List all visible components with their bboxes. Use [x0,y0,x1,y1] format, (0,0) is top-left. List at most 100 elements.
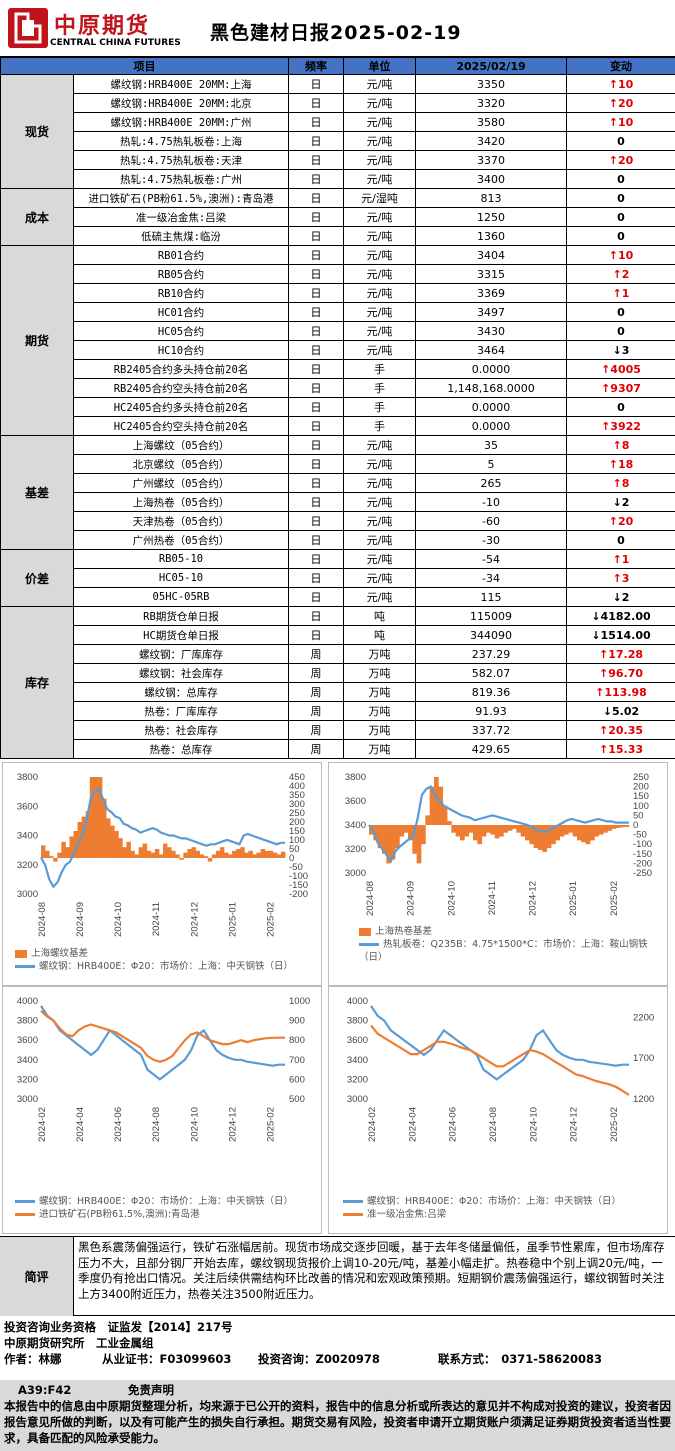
legend-item: 热轧板卷：Q235B：4.75*1500*C：市场价：上海：鞍山钢铁（日） [359,938,659,964]
change-value: 20.35 [608,723,643,737]
chart-bar [191,847,196,858]
value-cell: 3315 [415,264,567,284]
chart-bar [268,850,274,858]
table-row: 热轧:4.75热轧板卷:天津日元/吨 3370 ↑20 [1,150,675,170]
left-tick-label: 3000 [345,868,366,879]
value-cell: 3404 [415,245,567,265]
chart-bar [468,825,474,833]
change-value: 10 [617,77,634,91]
freq-cell: 日 [288,492,344,512]
value-cell: 3370 [415,150,567,170]
change-cell: 0 [566,226,675,246]
chart-series-line [40,1005,285,1081]
chart-rebar-basis: 3800 3600 3400 3200 3000 45040035030025020015… [17,772,308,937]
item-cell: 上海螺纹（05合约） [73,435,289,455]
freq-cell: 日 [288,112,344,132]
category-cell: 基差 [0,435,74,550]
unit-cell: 手 [343,378,416,398]
x-tick-label: 2025-01 [568,881,579,916]
chart-bar [126,841,131,858]
right-tick-label: -250 [633,868,652,879]
chart-bar [442,805,448,825]
arrow-up-icon: ↑ [608,248,618,262]
item-cell: 热卷：厂库库存 [73,701,289,721]
chart-bar [171,850,176,858]
freq-cell: 日 [288,93,344,113]
chart-bar [154,849,160,858]
change-value: 96.70 [608,666,643,680]
chart-bar [183,852,188,858]
change-value: 2 [621,590,630,604]
table-row: 价差 RB05-10 日元/吨 -54 ↑1 [0,549,675,607]
value-cell: -60 [415,511,567,531]
item-cell: 热轧:4.75热轧板卷:广州 [73,169,289,189]
value-cell: 265 [415,473,567,493]
left-tick-label: 3000 [347,1094,368,1105]
left-tick-label: 3200 [345,844,366,855]
arrow-up-icon: ↑ [601,362,611,376]
chart-series-line [40,786,285,889]
freq-cell: 日 [288,226,344,246]
value-cell: 0.0000 [415,416,567,436]
value-cell: 429.65 [415,739,567,759]
unit-cell: 元/吨 [343,321,416,341]
unit-cell: 手 [343,397,416,417]
freq-cell: 日 [288,150,344,170]
chart-bar [408,825,413,841]
chart-bar [520,825,526,837]
arrow-up-icon: ↑ [601,419,611,433]
change-value: 20 [617,153,634,167]
left-tick-label: 3800 [17,772,38,783]
chart-bar [611,825,617,829]
x-tick-label: 2024-06 [113,1107,124,1142]
freq-cell: 日 [288,283,344,303]
table-row: RB2405合约多头持仓前20名日手 0.0000 ↑4005 [1,359,675,379]
change-cell: ↓5.02 [566,701,675,721]
change-value: 4005 [610,362,641,376]
chart-bar [516,825,522,833]
unit-cell: 元/吨 [343,207,416,227]
item-cell: HC10合约 [73,340,289,360]
item-cell: 天津热卷（05合约） [73,511,289,531]
chart-bar [395,825,400,849]
footer-cert: 从业证书：F03099603 [102,1352,232,1366]
x-tick-label: 2024-08 [37,902,48,937]
category-cell: 成本 [0,188,74,246]
freq-cell: 日 [288,245,344,265]
unit-cell: 万吨 [343,739,416,759]
x-tick-label: 2024-10 [446,881,457,916]
value-cell: 582.07 [415,663,567,683]
item-cell: 热轧:4.75热轧板卷:天津 [73,150,289,170]
value-cell: 3400 [415,169,567,189]
change-cell: 0 [566,302,675,322]
chart-bar [585,825,591,845]
chart-bar [232,850,237,858]
value-cell: 813 [415,188,567,208]
item-cell: 螺纹钢:HRB400E 20MM:广州 [73,112,289,132]
chart-bar [373,825,379,841]
item-cell: 热卷：社会库存 [73,720,289,740]
item-cell: HC01合约 [73,302,289,322]
x-tick-label: 2025-02 [266,902,277,937]
change-cell: ↑10 [566,74,675,94]
right-tick-label: 0 [289,853,294,864]
left-tick-label: 3600 [17,1035,38,1046]
item-cell: HC期货仓单日报 [73,625,289,645]
freq-cell: 周 [288,644,344,664]
arrow-down-icon: ↓ [591,609,601,623]
x-tick-label: 2024-09 [75,902,86,937]
table-row: 螺纹钢：社会库存周万吨 582.07 ↑96.70 [1,663,675,683]
chart-bar [236,849,241,858]
chart-bar [481,825,487,837]
x-tick-label: 2024-04 [407,1107,418,1142]
right-tick-label: 300 [289,799,305,810]
chart-bar [81,816,87,858]
legend-item: 准一级冶金焦:吕梁 [343,1208,663,1221]
chart-bar [581,825,587,843]
change-cell: ↑96.70 [566,663,675,683]
unit-cell: 万吨 [343,682,416,702]
logo-text-cn: 中原期货 [54,13,151,39]
legend-swatch [15,949,27,958]
change-value: 18 [617,457,634,471]
category-cell: 期货 [0,245,74,436]
